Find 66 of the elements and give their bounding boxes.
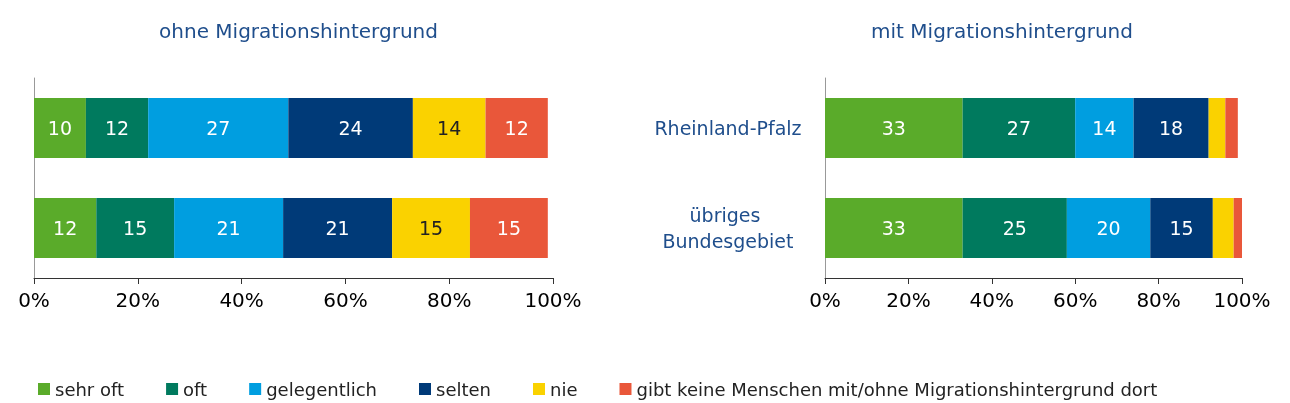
bar	[485, 98, 548, 158]
data-label: 21	[325, 217, 350, 239]
bar	[392, 198, 470, 258]
bar	[85, 98, 149, 158]
data-label: 20	[1096, 217, 1121, 239]
legend-label: gelegentlich	[266, 378, 378, 400]
data-label: 12	[53, 217, 78, 239]
data-label: 21	[216, 217, 241, 239]
bar	[469, 198, 548, 258]
bar	[1133, 98, 1209, 158]
chart-title: mit Migrationshintergrund	[871, 19, 1133, 43]
x-tick-label: 20%	[115, 288, 161, 312]
bar	[1225, 98, 1238, 158]
bar	[962, 198, 1067, 258]
bar	[825, 98, 963, 158]
data-label: 14	[437, 117, 462, 139]
x-tick-label: 100%	[1213, 288, 1271, 312]
data-label: 15	[496, 217, 521, 239]
data-label: 15	[123, 217, 148, 239]
data-label: 12	[104, 117, 130, 139]
data-label: 24	[338, 117, 363, 139]
bar	[148, 98, 289, 158]
x-tick-label: 40%	[219, 288, 264, 312]
bar	[825, 198, 963, 258]
data-label: 12	[504, 117, 529, 139]
bar	[412, 98, 486, 158]
bar	[1150, 198, 1213, 258]
x-tick-label: 100%	[524, 288, 582, 312]
bar	[96, 198, 175, 258]
bar	[1066, 198, 1151, 258]
data-label: 10	[47, 117, 73, 139]
bar	[283, 198, 393, 258]
data-label: 18	[1159, 117, 1184, 139]
bar	[962, 98, 1076, 158]
legend-label: gibt keine Menschen mit/ohne Migrationshintergrund dort	[636, 378, 1158, 400]
bar	[288, 98, 413, 158]
chart-title: ohne Migrationshintergrund	[159, 19, 438, 43]
bar	[1233, 198, 1242, 258]
bar	[1208, 98, 1226, 158]
x-tick-label: 40%	[969, 288, 1015, 312]
y-tick-label: Rheinland-Pfalz	[654, 117, 802, 139]
bar	[34, 198, 97, 258]
y-tick-label: übriges Bundesgebiet	[662, 204, 794, 252]
legend-label: selten	[436, 378, 492, 400]
x-tick-label: 0%	[18, 288, 50, 312]
x-tick-label: 0%	[809, 288, 841, 312]
legend-label: oft	[183, 378, 208, 400]
data-label: 25	[1002, 217, 1027, 239]
x-tick-label: 60%	[323, 288, 368, 312]
bar	[174, 198, 284, 258]
x-tick-label: 80%	[1136, 288, 1181, 312]
x-tick-label: 80%	[426, 288, 472, 312]
data-label: 15	[1169, 217, 1194, 239]
x-tick-label: 20%	[886, 288, 931, 312]
data-label: 15	[418, 217, 444, 239]
data-label: 27	[206, 117, 231, 139]
data-label: 14	[1092, 117, 1117, 139]
data-label: 33	[881, 217, 906, 239]
legend-label: nie	[550, 378, 578, 400]
data-label: 27	[1006, 117, 1031, 139]
legend-label: sehr oft	[55, 378, 125, 400]
bar	[1075, 98, 1134, 158]
bar	[1212, 198, 1234, 258]
bar	[34, 98, 86, 158]
data-label: 33	[881, 117, 906, 139]
x-tick-label: 60%	[1052, 288, 1098, 312]
